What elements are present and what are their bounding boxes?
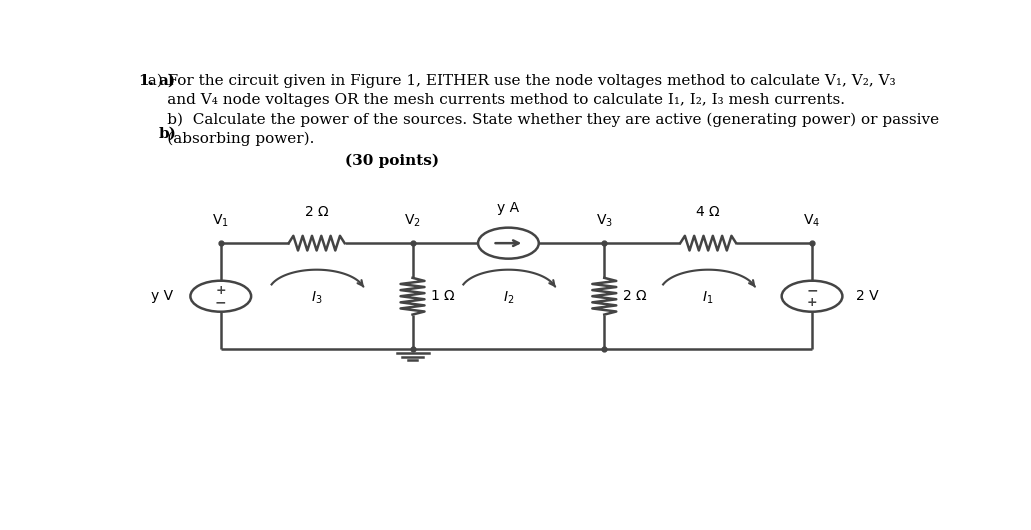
Text: −: − (806, 284, 818, 297)
Text: 2 $\Omega$: 2 $\Omega$ (304, 205, 329, 219)
Text: 2 $\Omega$: 2 $\Omega$ (622, 289, 647, 303)
Text: a) For the circuit given in Figure 1, EITHER use the node voltages method to cal: a) For the circuit given in Figure 1, EI… (138, 74, 939, 146)
Text: V$_2$: V$_2$ (404, 213, 421, 229)
Text: 2 V: 2 V (856, 289, 878, 303)
Text: I$_2$: I$_2$ (503, 290, 514, 306)
Text: 1 $\Omega$: 1 $\Omega$ (430, 289, 456, 303)
Text: V$_3$: V$_3$ (596, 213, 612, 229)
Text: y V: y V (151, 289, 173, 303)
Text: I$_3$: I$_3$ (310, 290, 323, 306)
Text: +: + (806, 296, 818, 308)
Text: y A: y A (497, 200, 520, 215)
Text: V$_4$: V$_4$ (803, 213, 821, 229)
Text: a): a) (159, 74, 175, 88)
Text: V$_1$: V$_1$ (212, 213, 229, 229)
Text: 1.: 1. (138, 74, 155, 88)
Text: b): b) (159, 127, 176, 141)
Text: −: − (214, 295, 227, 309)
Text: 4 $\Omega$: 4 $\Omega$ (696, 205, 721, 219)
Text: +: + (215, 284, 226, 297)
Text: I$_1$: I$_1$ (702, 290, 713, 306)
Text: (30 points): (30 points) (344, 153, 439, 168)
